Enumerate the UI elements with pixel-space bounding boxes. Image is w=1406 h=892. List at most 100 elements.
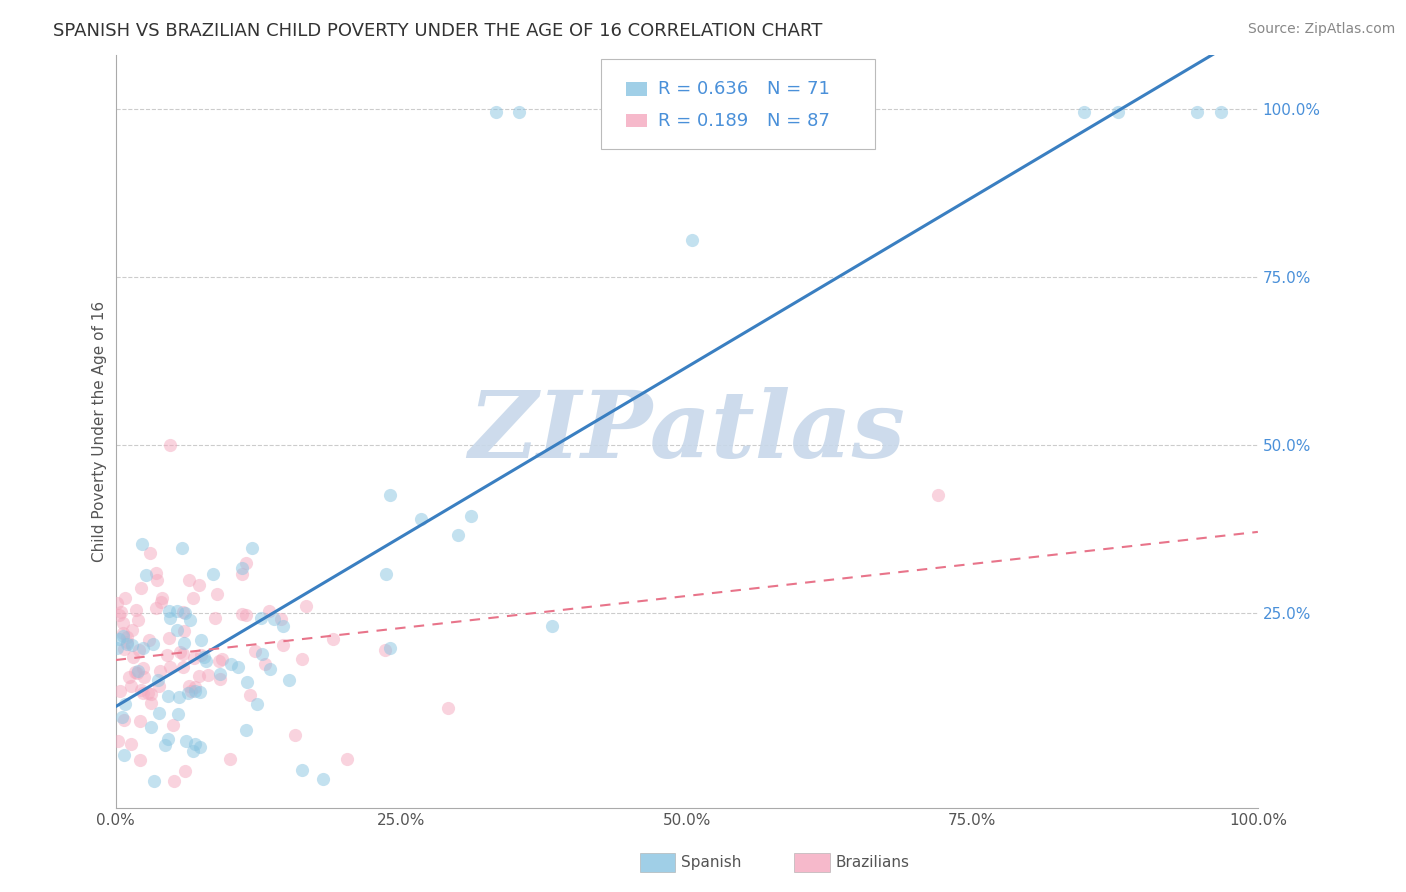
Point xyxy=(181,591,204,606)
Text: R = 0.189: R = 0.189 xyxy=(658,112,748,129)
Point xyxy=(273,638,295,652)
Point xyxy=(243,644,266,658)
Point xyxy=(205,587,228,601)
Point xyxy=(1211,105,1233,120)
Point xyxy=(132,641,155,656)
Point xyxy=(263,612,285,626)
Point xyxy=(170,541,193,556)
Point xyxy=(110,684,132,698)
Point xyxy=(437,701,460,715)
Point xyxy=(143,774,166,789)
Point xyxy=(146,673,169,687)
Point xyxy=(184,684,207,698)
Point xyxy=(157,604,180,618)
Point xyxy=(411,512,433,526)
Point xyxy=(142,637,165,651)
Point xyxy=(291,764,314,778)
Point xyxy=(231,607,253,621)
Point xyxy=(235,556,257,570)
Point xyxy=(236,675,259,690)
Point xyxy=(150,591,173,605)
Y-axis label: Child Poverty Under the Age of 16: Child Poverty Under the Age of 16 xyxy=(93,301,107,562)
Point xyxy=(201,566,224,581)
Point xyxy=(129,682,152,697)
Point xyxy=(184,680,207,694)
Point xyxy=(190,633,212,648)
Point xyxy=(270,612,292,626)
Point xyxy=(121,638,143,652)
Point xyxy=(1108,105,1130,120)
Point xyxy=(322,632,344,647)
Point xyxy=(204,610,226,624)
Point xyxy=(209,667,232,681)
Point xyxy=(156,648,179,663)
Point xyxy=(174,734,197,748)
Point xyxy=(150,595,173,609)
Point xyxy=(485,105,508,120)
Point xyxy=(540,618,562,632)
Point xyxy=(121,649,143,664)
Point xyxy=(284,728,307,742)
Point xyxy=(105,640,128,655)
Point xyxy=(240,541,263,556)
FancyBboxPatch shape xyxy=(626,82,647,95)
Point xyxy=(159,660,181,674)
Point xyxy=(135,568,157,582)
Point xyxy=(111,709,134,723)
Point xyxy=(193,649,215,664)
Point xyxy=(259,662,281,676)
Point xyxy=(172,648,194,662)
Point xyxy=(197,668,219,682)
Point xyxy=(173,606,195,620)
Point xyxy=(219,752,242,766)
Point xyxy=(239,688,262,702)
Point xyxy=(447,528,470,542)
Point xyxy=(139,687,162,701)
Point xyxy=(173,636,195,650)
Point xyxy=(107,596,129,610)
Point xyxy=(114,698,136,712)
Point xyxy=(125,602,148,616)
FancyBboxPatch shape xyxy=(602,59,875,149)
Point xyxy=(117,670,139,684)
Point xyxy=(162,718,184,732)
Point xyxy=(460,508,482,523)
Point xyxy=(167,706,190,721)
Point xyxy=(179,573,201,587)
Point xyxy=(107,734,129,748)
Point xyxy=(375,566,398,581)
Point xyxy=(208,672,231,686)
FancyBboxPatch shape xyxy=(626,114,647,128)
Point xyxy=(219,657,242,671)
Text: Source: ZipAtlas.com: Source: ZipAtlas.com xyxy=(1247,22,1395,37)
Text: ZIPatlas: ZIPatlas xyxy=(468,386,905,476)
Point xyxy=(231,566,253,581)
Point xyxy=(172,605,194,619)
Point xyxy=(128,642,150,657)
Point xyxy=(187,578,209,592)
Point xyxy=(183,650,205,665)
Point xyxy=(139,545,162,559)
Point xyxy=(226,660,249,674)
Point xyxy=(257,604,280,618)
Point xyxy=(231,560,253,574)
Point xyxy=(129,581,152,595)
Point xyxy=(156,732,179,747)
Point xyxy=(132,670,155,684)
Point xyxy=(190,648,212,663)
Point xyxy=(159,611,181,625)
Point xyxy=(312,772,335,786)
Point xyxy=(166,623,188,637)
Point xyxy=(180,683,202,698)
Point xyxy=(195,654,218,668)
Point xyxy=(159,438,181,452)
Point xyxy=(148,679,170,693)
Point xyxy=(208,654,231,668)
Point xyxy=(184,737,207,751)
Point xyxy=(112,713,135,727)
Text: Brazilians: Brazilians xyxy=(835,855,910,870)
Point xyxy=(172,660,194,674)
Point xyxy=(117,635,139,649)
Point xyxy=(291,652,314,666)
Point xyxy=(112,629,135,643)
